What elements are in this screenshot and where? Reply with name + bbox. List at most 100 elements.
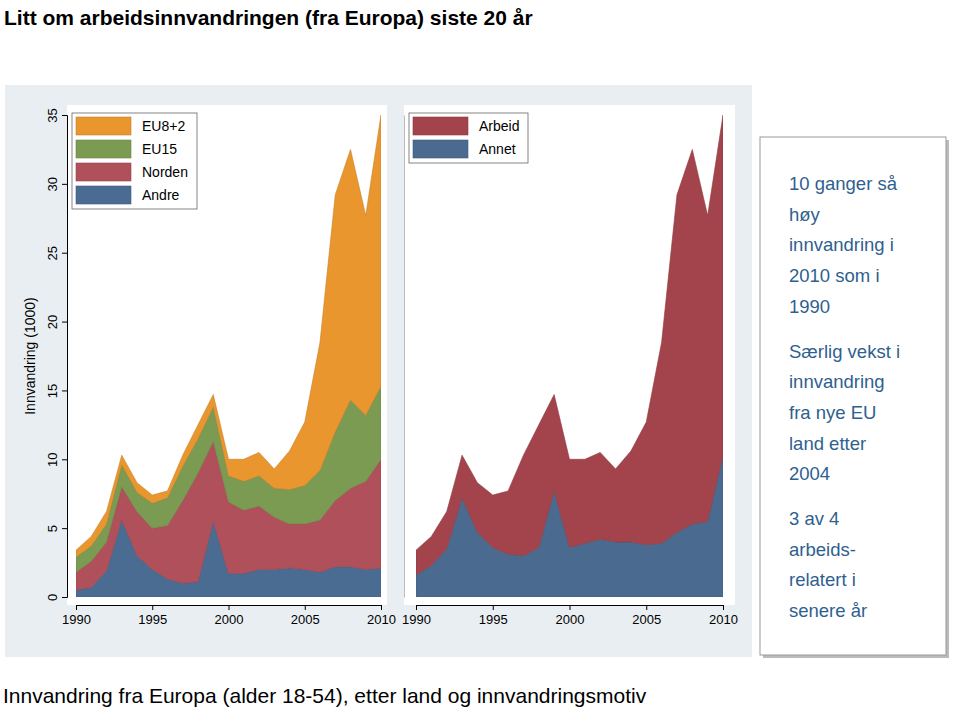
legend-label: Andre xyxy=(142,187,180,203)
tick-mark xyxy=(229,605,230,610)
legend: Arbeid Annet xyxy=(409,113,528,163)
tick-label: 2005 xyxy=(632,612,661,627)
tick: 20 xyxy=(45,315,67,329)
tick-label: 1995 xyxy=(138,612,167,627)
caption: Innvandring fra Europa (alder 18-54), et… xyxy=(3,684,647,707)
tick: 1990 xyxy=(402,605,431,627)
y-axis: 0 5 10 15 20 25 30 35 xyxy=(45,108,68,601)
legend-label: EU8+2 xyxy=(142,118,185,134)
axis-line xyxy=(77,606,382,611)
tick-label: 0 xyxy=(45,594,60,601)
plot-area xyxy=(76,115,381,597)
axis-title: Innvandring (1000) xyxy=(22,297,38,415)
tick-label: 2010 xyxy=(709,612,738,627)
page-title: Litt om arbeidsinnvandringen (fra Europa… xyxy=(4,6,533,29)
annotation-line: arbeids- xyxy=(789,539,856,560)
tick-label: 15 xyxy=(45,384,60,398)
tick-mark xyxy=(62,459,67,460)
legend-swatch xyxy=(76,163,131,181)
tick: 2010 xyxy=(367,605,396,627)
legend-swatch xyxy=(76,186,131,204)
tick: 5 xyxy=(45,525,67,532)
legend-swatch xyxy=(76,117,131,135)
tick: 2005 xyxy=(632,605,661,627)
tick-label: 30 xyxy=(45,177,60,191)
legend-label: Norden xyxy=(142,164,188,180)
tick-mark xyxy=(62,184,67,185)
x-axis: 1990 1995 2000 2005 2010 xyxy=(62,605,396,627)
annotation-line: Særlig vekst i xyxy=(789,341,900,362)
tick-mark xyxy=(62,253,67,254)
tick: 15 xyxy=(45,384,67,398)
tick: 2010 xyxy=(709,605,738,627)
tick: 1990 xyxy=(62,605,91,627)
tick: 2000 xyxy=(556,605,585,627)
legend-label: EU15 xyxy=(142,141,177,157)
tick-label: 5 xyxy=(45,525,60,532)
annotation-box: 10 ganger såhøyinnvandring i2010 som i19… xyxy=(760,137,949,658)
tick-mark xyxy=(152,605,153,610)
y-axis xyxy=(404,116,405,598)
tick: 0 xyxy=(45,594,67,601)
tick-label: 2000 xyxy=(215,612,244,627)
tick: 1995 xyxy=(138,605,167,627)
tick-mark xyxy=(493,605,494,610)
legend-box xyxy=(409,113,528,163)
tick: 1995 xyxy=(479,605,508,627)
annotation-line: innvandring xyxy=(789,371,885,392)
annotation-line: senere år xyxy=(789,600,867,621)
tick: 2005 xyxy=(291,605,320,627)
area xyxy=(416,115,723,575)
tick: 30 xyxy=(45,177,67,191)
tick-mark xyxy=(381,605,382,610)
annotation-line: høy xyxy=(789,204,821,225)
tick: 2000 xyxy=(215,605,244,627)
annotation-line: fra nye EU xyxy=(789,402,876,423)
tick-mark xyxy=(76,605,77,610)
tick-mark xyxy=(723,605,724,610)
annotation-line: 1990 xyxy=(789,296,830,317)
tick-label: 35 xyxy=(45,108,60,122)
axis-line xyxy=(62,116,68,598)
panel: 1990 1995 2000 2005 2010 Arbeid Annet xyxy=(402,105,738,627)
tick: 25 xyxy=(45,246,67,260)
tick-label: 2010 xyxy=(367,612,396,627)
legend-box xyxy=(72,113,197,209)
tick-label: 1990 xyxy=(402,612,431,627)
tick-mark xyxy=(416,605,417,610)
tick: 35 xyxy=(45,108,67,122)
legend-swatch xyxy=(76,140,131,158)
tick-mark xyxy=(62,390,67,391)
tick-label: 1990 xyxy=(62,612,91,627)
legend-label: Arbeid xyxy=(479,118,519,134)
annotation-line: relatert i xyxy=(789,569,856,590)
legend-label: Annet xyxy=(479,141,516,157)
tick-mark xyxy=(646,605,647,610)
tick-label: 20 xyxy=(45,315,60,329)
legend-swatch xyxy=(413,117,468,135)
annotation-line: land etter xyxy=(789,433,866,454)
x-axis: 1990 1995 2000 2005 2010 xyxy=(402,605,738,627)
axis-line xyxy=(404,116,405,598)
annotation-line: 2010 som i xyxy=(789,265,880,286)
tick-mark xyxy=(305,605,306,610)
annotation-line: innvandring i xyxy=(789,234,894,255)
tick-label: 1995 xyxy=(479,612,508,627)
tick-mark xyxy=(62,322,67,323)
tick-mark xyxy=(62,528,67,529)
panel: 1990 1995 2000 2005 2010 0 5 10 15 20 25 30 35 Innvan… xyxy=(22,105,396,627)
plot-area xyxy=(416,115,723,597)
tick-mark xyxy=(570,605,571,610)
plot-background xyxy=(404,105,735,605)
tick: 10 xyxy=(45,453,67,467)
graph-background xyxy=(5,85,752,657)
legend: EU8+2 EU15 Norden Andre xyxy=(72,113,197,209)
annotation-line: 2004 xyxy=(789,463,830,484)
tick-mark xyxy=(62,115,67,116)
box xyxy=(760,137,946,655)
tick-label: 10 xyxy=(45,453,60,467)
annotation-line: 3 av 4 xyxy=(789,508,839,529)
tick-label: 25 xyxy=(45,246,60,260)
legend-swatch xyxy=(413,140,468,158)
axis-line xyxy=(417,606,724,611)
